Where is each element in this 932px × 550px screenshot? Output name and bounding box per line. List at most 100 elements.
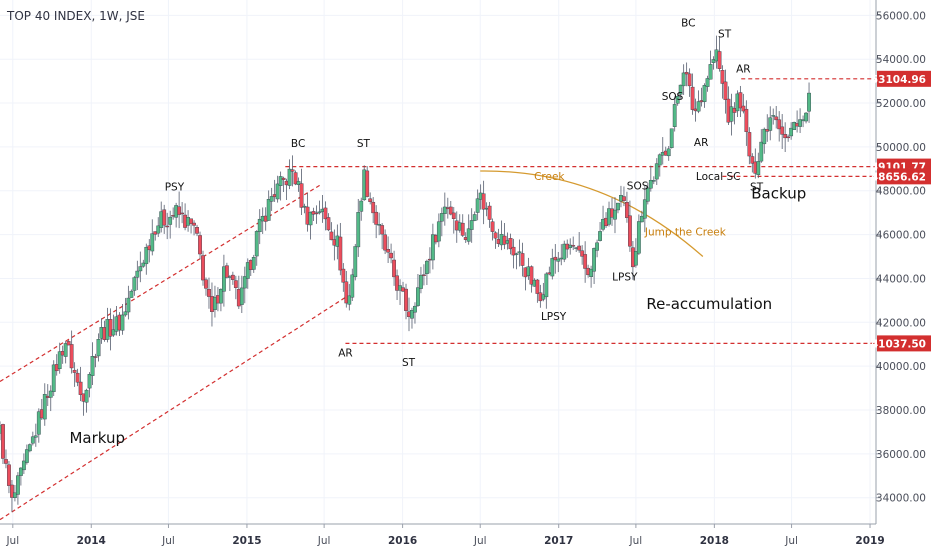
price-tick-label: 34000.00 [876, 493, 926, 505]
candle-body [672, 104, 677, 127]
candle-body [93, 356, 98, 358]
candle-body [798, 119, 802, 127]
candle-body [657, 154, 662, 166]
candle-body [804, 112, 808, 122]
candle-body [57, 351, 62, 369]
candle-body [108, 319, 113, 337]
candle-body [10, 484, 14, 498]
candle-body [51, 364, 56, 392]
candle-body [365, 170, 370, 197]
candle-body [207, 289, 211, 297]
candle-body [356, 212, 361, 248]
candle-body [410, 310, 414, 319]
candle-body [514, 253, 519, 255]
price-badge [877, 70, 931, 87]
candle-body [439, 213, 444, 222]
candle-body [636, 221, 641, 254]
candle-body [162, 209, 167, 226]
candle-body [553, 256, 558, 261]
candle-body [747, 132, 752, 157]
candle-body [705, 78, 710, 87]
candle-body [275, 183, 280, 200]
symbol-title: TOP 40 INDEX, 1W, JSE [6, 9, 145, 23]
price-badge-label: 41037.50 [871, 338, 926, 350]
time-tick-label: 2019 [855, 535, 884, 547]
candle-body [577, 245, 582, 251]
annotation-label: ST [750, 182, 764, 194]
candle-body [329, 231, 334, 241]
candle-body [780, 126, 785, 135]
price-tick-label: 48000.00 [876, 186, 926, 198]
annotation-label: Creek [534, 171, 565, 183]
candle-body [422, 274, 426, 276]
candle-body [138, 266, 143, 272]
candle-body [287, 168, 292, 186]
candle-body [36, 411, 41, 435]
candle-body [392, 259, 396, 278]
candle-body [744, 108, 749, 132]
price-badge-label: 48656.62 [871, 171, 926, 183]
annotation-label: Re-accumulation [646, 295, 772, 313]
candle-body [350, 274, 355, 298]
candle-body [135, 270, 140, 278]
candle-body [786, 136, 791, 139]
annotation-label: ST [357, 138, 371, 150]
annotation-label: BC [291, 138, 305, 150]
price-tick-label: 50000.00 [876, 142, 926, 154]
annotation-label: ST [402, 357, 416, 369]
candle-body [87, 374, 92, 389]
candle-body [759, 141, 764, 162]
candle-body [502, 235, 507, 245]
candle-body [242, 276, 247, 289]
price-axis[interactable]: 34000.00 36000.00 38000.00 40000.00 42000.00… [875, 0, 926, 524]
candle-body [404, 288, 408, 311]
candle-body [326, 217, 331, 231]
candle-body [413, 305, 417, 313]
candle-body [777, 119, 782, 130]
candle-body [239, 287, 244, 305]
candle-body [344, 281, 349, 304]
candle-body [430, 234, 435, 261]
candle-body [78, 381, 83, 395]
candle-body [18, 467, 23, 476]
price-tick-label: 36000.00 [876, 449, 926, 461]
price-tick-label: 52000.00 [876, 98, 926, 110]
candle-body [771, 115, 776, 117]
candle-body [783, 134, 788, 139]
candle-body [616, 202, 620, 211]
annotation-label: PSY [165, 182, 185, 194]
trend-channel [0, 183, 348, 521]
candle-body [517, 251, 522, 254]
candle-body [460, 222, 465, 236]
candle-body [508, 238, 513, 250]
candle-body [213, 296, 217, 310]
annotation-label: Backup [751, 184, 806, 202]
candle-body [550, 258, 555, 277]
time-tick-label: 2015 [232, 535, 261, 547]
candle-body [756, 161, 761, 176]
candle-body [27, 444, 32, 452]
annotation-label: ST [718, 28, 732, 40]
creek-arc [480, 170, 704, 258]
candle-body [762, 128, 767, 145]
candle-body [475, 198, 480, 213]
candle-body [625, 202, 629, 218]
candle-body [177, 206, 182, 215]
candle-body [675, 96, 680, 104]
time-tick-label: Jul [161, 535, 175, 547]
candle-body [230, 274, 235, 280]
candle-body [377, 224, 382, 226]
candle-body [359, 200, 364, 212]
candle-body [314, 212, 319, 215]
candle-body [669, 128, 674, 148]
time-tick-label: Jul [473, 535, 487, 547]
candle-body [201, 255, 205, 281]
candle-body [66, 341, 71, 346]
candle-body [278, 176, 283, 186]
time-axis[interactable]: Jul 2014 Jul 2015 Jul 2016 Jul 2017 Jul 2018 Jul 20… [0, 523, 885, 547]
candle-body [472, 214, 477, 221]
candlestick-series [0, 35, 811, 513]
candle-body [144, 247, 149, 265]
candle-body [269, 196, 274, 202]
price-tick-label: 42000.00 [876, 317, 926, 329]
